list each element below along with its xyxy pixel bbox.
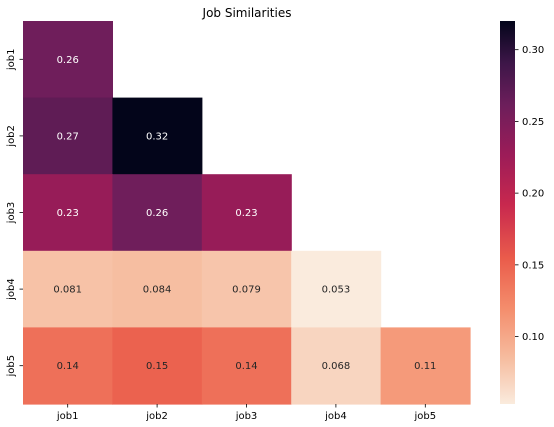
heatmap-cell <box>112 97 203 175</box>
x-tick-label: job4 <box>324 411 347 422</box>
colorbar-gradient <box>500 21 515 404</box>
x-tick-label: job5 <box>413 411 436 422</box>
cell-value-label: 0.14 <box>57 361 79 372</box>
colorbar-tick-label: 0.15 <box>522 260 544 271</box>
y-tick-label: job5 <box>6 355 17 378</box>
y-tick-label: job1 <box>6 48 17 71</box>
cell-value-label: 0.084 <box>143 285 172 296</box>
cell-value-label: 0.26 <box>146 208 168 219</box>
chart-title: Job Similarities <box>202 6 292 20</box>
cell-value-label: 0.079 <box>232 285 261 296</box>
heatmap-cell <box>23 250 113 328</box>
y-tick-label: job2 <box>6 125 17 148</box>
cell-value-label: 0.053 <box>322 285 351 296</box>
x-axis-ticks: job1 job2 job3 job4 job5 <box>56 404 436 422</box>
colorbar-tick-label: 0.10 <box>522 332 544 343</box>
cell-value-label: 0.26 <box>57 55 79 66</box>
y-tick-label: job4 <box>6 278 17 301</box>
heatmap-cell <box>380 327 471 405</box>
x-tick-label: job3 <box>235 411 258 422</box>
heatmap-cell <box>201 250 292 328</box>
heatmap-cell <box>23 21 113 99</box>
cell-value-label: 0.15 <box>146 361 168 372</box>
colorbar-tick-label: 0.20 <box>522 189 544 200</box>
cell-value-label: 0.11 <box>414 361 436 372</box>
heatmap-cell <box>112 327 203 405</box>
heatmap-cell <box>291 327 382 405</box>
heatmap-cell <box>23 327 113 405</box>
colorbar: 0.10 0.15 0.20 0.25 0.30 <box>500 21 544 404</box>
y-tick-label: job3 <box>6 202 17 225</box>
heatmap-cell <box>23 174 113 252</box>
heatmap-cell <box>112 174 203 252</box>
x-tick-label: job1 <box>56 411 79 422</box>
heatmap-cell <box>23 97 113 175</box>
cell-value-label: 0.068 <box>322 361 351 372</box>
cell-value-label: 0.081 <box>53 285 82 296</box>
heatmap-cells: 0.26 0.27 0.32 0.23 0.26 0.23 0.081 0.084 0.079 0… <box>23 21 471 405</box>
cell-value-label: 0.23 <box>235 208 257 219</box>
heatmap-cell <box>291 250 382 328</box>
cell-value-label: 0.14 <box>235 361 257 372</box>
cell-value-label: 0.23 <box>57 208 79 219</box>
colorbar-tick-label: 0.25 <box>522 117 544 128</box>
y-axis-ticks: job1 job2 job3 job4 job5 <box>6 48 23 378</box>
x-tick-label: job2 <box>145 411 168 422</box>
colorbar-tick-label: 0.30 <box>522 45 544 56</box>
heatmap-cell <box>201 174 292 252</box>
heatmap-cell <box>201 327 292 405</box>
cell-value-label: 0.32 <box>146 131 168 142</box>
heatmap-cell <box>112 250 203 328</box>
cell-value-label: 0.27 <box>57 131 79 142</box>
